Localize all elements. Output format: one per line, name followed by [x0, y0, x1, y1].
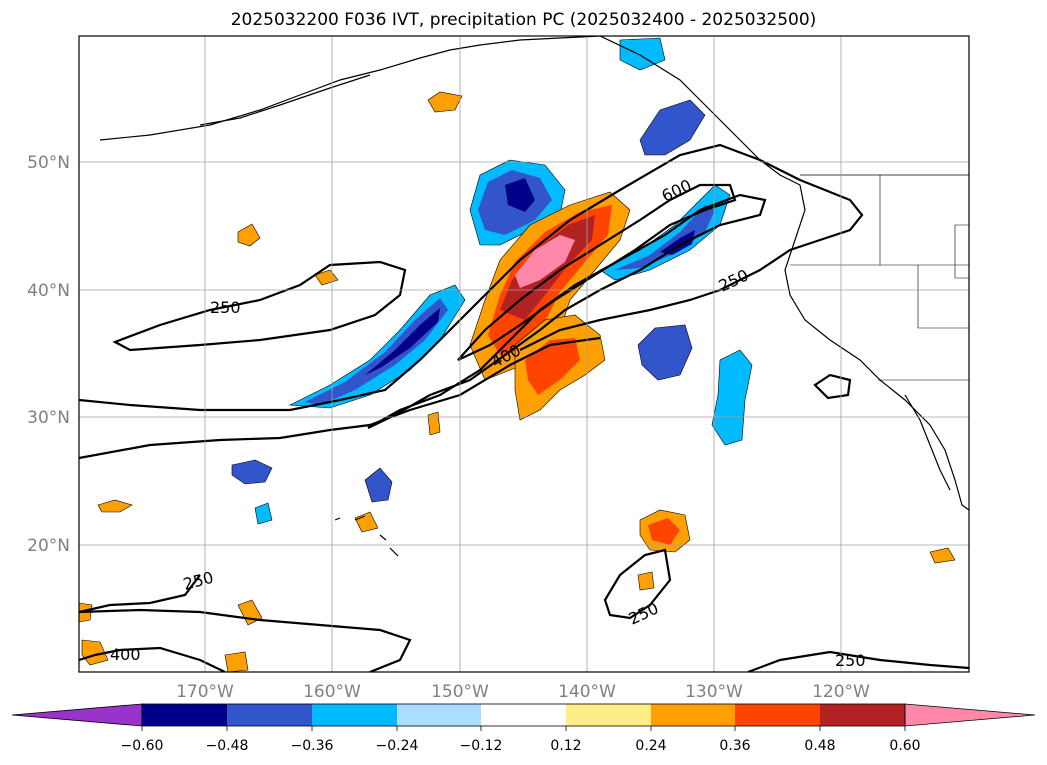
colorbar-tick-label: −0.48: [206, 738, 249, 754]
blue-blob-alaska: [619, 37, 666, 71]
lat-label-40n: 40°N: [27, 281, 70, 301]
orange-blob-south-core: [525, 338, 580, 395]
contour-label-250-west: 250: [210, 298, 241, 317]
colorbar-bin-9: [820, 704, 905, 726]
contour-label-250-s: 250: [626, 598, 662, 628]
contour-250-west-loop: [112, 260, 407, 352]
orange-blob-w7: [81, 639, 109, 666]
contour-600: [457, 183, 737, 361]
map-title: 2025032200 F036 IVT, precipitation PC (2…: [230, 10, 817, 30]
red-band-pink: [515, 235, 575, 288]
map-area: 250 250 250 250 400 400 600 250: [79, 36, 969, 672]
colorbar-tick-label: 0.36: [719, 738, 750, 754]
colorbar-extend-left: [11, 703, 143, 727]
bc-coast: [599, 36, 801, 186]
orange-blob-w1: [237, 223, 261, 247]
lon-label-170w: 170°W: [176, 682, 234, 702]
baja-coast: [904, 394, 951, 491]
colorbar-bin-3: [312, 704, 397, 726]
blue-blob-west: [231, 459, 273, 485]
contour-labels: 250 250 250 250 400 400 600 250: [110, 175, 866, 670]
colorbar-tick-label: 0.60: [889, 738, 920, 754]
contour-400: [367, 193, 767, 429]
colorbar-tick-label: 0.24: [635, 738, 666, 754]
us-west-coast: [784, 184, 969, 511]
map-frame: [78, 35, 970, 673]
orange-blob-w4: [354, 511, 379, 533]
contour-label-250-sw: 250: [181, 568, 215, 594]
blue-blob-north-inner: [505, 178, 535, 212]
blue-band-1-core: [305, 298, 448, 405]
colorbar-tick-label: −0.36: [291, 738, 334, 754]
latitude-labels: 50°N 40°N 30°N 20°N: [27, 153, 70, 556]
contour-label-600: 600: [659, 175, 695, 205]
colorbar-extend-right: [904, 703, 1036, 727]
orange-blob-e2: [637, 571, 655, 591]
colorbar-tick-label: −0.60: [121, 738, 164, 754]
colorbar-bin-8: [735, 704, 820, 726]
contour-250-south-1: [79, 574, 201, 614]
colorbar-tick-label: 0.12: [550, 738, 581, 754]
colorbar-bin-7: [651, 704, 735, 726]
longitude-labels: 170°W 160°W 150°W 140°W 130°W 120°W: [176, 682, 870, 702]
lon-label-150w: 150°W: [431, 682, 489, 702]
contour-250-main-south: [79, 336, 601, 460]
blue-blob-small: [254, 502, 273, 525]
blue-band-2-core: [615, 205, 715, 270]
contour-250-se: [747, 650, 969, 672]
lon-label-120w: 120°W: [812, 682, 870, 702]
orange-blob-e1: [929, 547, 956, 564]
orange-blob-w3: [97, 499, 133, 513]
orange-blob-hawaii-core: [648, 518, 680, 545]
coastlines: [99, 36, 969, 557]
alaska-coast: [99, 36, 601, 141]
alaska-peninsula: [199, 74, 371, 126]
colorbar-bin-2: [227, 704, 312, 726]
contour-250-south-2: [79, 608, 412, 672]
hawaii-islands: [334, 515, 399, 557]
colorbar-bin-4: [397, 704, 481, 726]
contour-label-250-ne: 250: [716, 265, 752, 295]
lat-label-50n: 50°N: [27, 153, 70, 173]
blue-band-2: [599, 184, 731, 281]
blue-streak-south: [711, 349, 753, 446]
blue-blob-east: [637, 324, 693, 381]
colorbar: −0.60 −0.48 −0.36 −0.24 −0.12 0.12 0.24 …: [11, 703, 1036, 754]
orange-blob-w5: [237, 599, 263, 626]
contour-250-main-north: [79, 143, 864, 412]
colorbar-tick-label: 0.48: [804, 738, 835, 754]
ivt-contours: [79, 143, 969, 672]
blue-band-2-inner: [660, 230, 695, 255]
blue-band-1-inner: [365, 308, 440, 375]
colorbar-ticks: [141, 726, 906, 731]
colorbar-frame: [141, 703, 906, 727]
lon-label-130w: 130°W: [685, 682, 743, 702]
orange-blob-alaska: [427, 91, 463, 113]
state-borders: [790, 175, 969, 381]
blue-blob-gulf: [639, 99, 706, 156]
colorbar-bin-5: [481, 704, 566, 726]
contour-label-250-se: 250: [835, 651, 866, 670]
contour-label-400-sw: 400: [110, 645, 141, 664]
colorbar-bin-6: [566, 704, 651, 726]
orange-blob-w6: [224, 651, 249, 672]
colorbar-bin-1: [142, 704, 227, 726]
contour-400-sw: [79, 646, 226, 672]
lat-label-20n: 20°N: [27, 536, 70, 556]
blue-blob-center: [364, 467, 393, 503]
orange-blob-w9: [427, 411, 441, 436]
colorbar-tick-label: −0.24: [376, 738, 419, 754]
contour-250-small-loop: [813, 373, 852, 400]
lon-label-140w: 140°W: [558, 682, 616, 702]
lon-label-160w: 160°W: [303, 682, 361, 702]
gridlines: [79, 36, 969, 672]
lat-label-30n: 30°N: [27, 408, 70, 428]
contour-250-south-loop: [603, 548, 672, 620]
colorbar-tick-label: −0.12: [460, 738, 503, 754]
